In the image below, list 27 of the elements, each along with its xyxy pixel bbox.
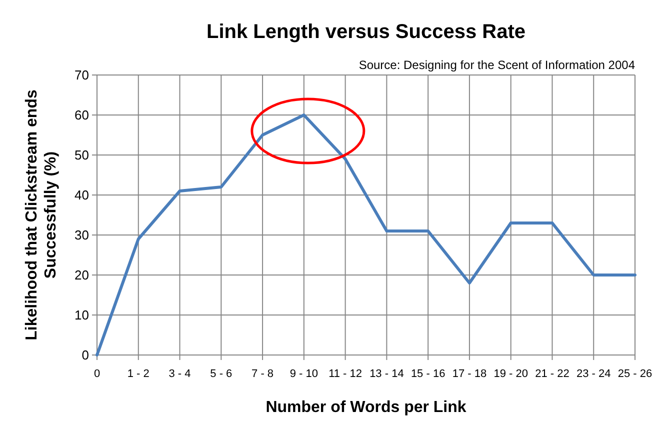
x-tick-label: 17 - 18 [452,368,487,380]
line-series [96,114,636,356]
x-tick-label: 5 - 6 [210,368,232,380]
y-tick-label: 30 [74,228,89,243]
x-tick-label: 0 [94,368,100,380]
y-tick-label: 40 [74,188,89,203]
x-tick-label: 3 - 4 [168,368,191,380]
y-tick-label: 20 [74,268,89,283]
x-tick-label: 25 - 26 [618,368,652,380]
x-tick-label: 11 - 12 [328,368,362,380]
x-tick-label: 1 - 2 [127,368,150,380]
x-tick-label: 19 - 20 [494,368,528,380]
y-tick-label: 70 [74,68,89,83]
x-tick-label: 15 - 16 [410,368,446,380]
x-tick-label: 23 - 24 [576,368,611,380]
y-tick-label: 10 [74,308,89,323]
x-tick-label: 21 - 22 [535,368,570,380]
y-tick-label: 0 [82,348,89,363]
y-axis-title: Likelihood that Clickstream ends Successfully (%) [24,90,60,340]
x-tick-label: 13 - 14 [370,368,404,380]
x-tick-label: 9 - 10 [290,368,318,380]
x-tick-label: 7 - 8 [252,368,274,380]
chart-title: Link Length versus Success Rate [206,21,526,43]
source-note: Source: Designing for the Scent of Information 2004 [358,58,636,72]
y-tick-label: 50 [74,148,89,163]
x-axis-title: Number of Words per Link [266,399,466,416]
y-tick-label: 60 [74,108,89,123]
